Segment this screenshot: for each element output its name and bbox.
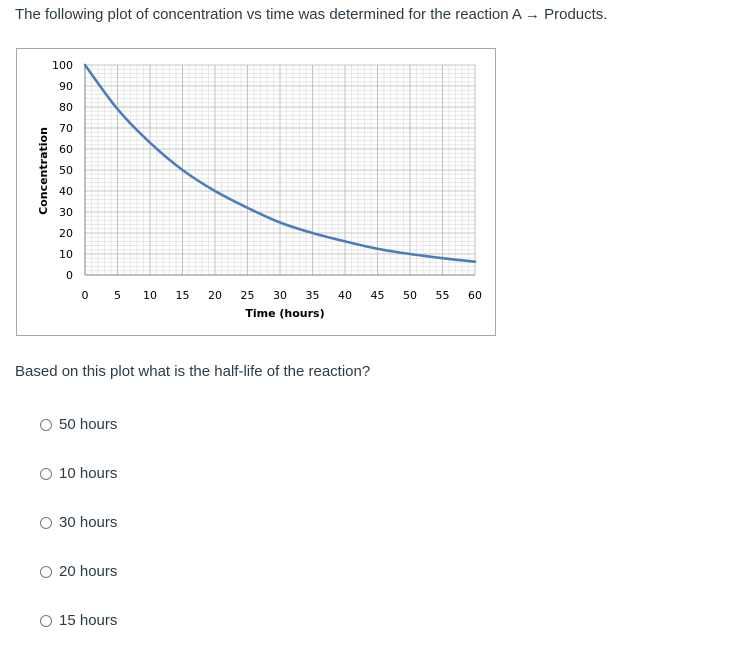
answer-option[interactable]: 10 hours [40, 465, 117, 482]
x-tick-label: 5 [114, 289, 121, 302]
y-tick-label: 60 [59, 143, 73, 156]
radio-button[interactable] [40, 614, 52, 627]
y-axis-label: Concentration [37, 127, 50, 215]
radio-button[interactable] [40, 418, 52, 431]
x-tick-label: 60 [468, 289, 482, 302]
x-tick-label: 45 [371, 289, 385, 302]
answer-option[interactable]: 20 hours [40, 563, 117, 580]
intro-text: The following plot of concentration vs t… [15, 6, 608, 23]
x-tick-label: 15 [176, 289, 190, 302]
radio-button[interactable] [40, 565, 52, 578]
x-tick-label: 10 [143, 289, 157, 302]
x-tick-label: 25 [241, 289, 255, 302]
y-tick-label: 50 [59, 164, 73, 177]
y-tick-label: 20 [59, 227, 73, 240]
x-tick-label: 0 [82, 289, 89, 302]
answer-option[interactable]: 30 hours [40, 514, 117, 531]
concentration-series-line [83, 63, 477, 264]
y-tick-label: 70 [59, 122, 73, 135]
radio-button[interactable] [40, 516, 52, 529]
option-label: 20 hours [59, 563, 118, 580]
option-label: 50 hours [59, 416, 118, 433]
y-tick-label: 100 [52, 59, 73, 72]
option-label: 15 hours [59, 612, 118, 629]
concentration-time-chart: 0 10 20 30 40 50 60 70 80 90 100 0 5 10 15 20 25 30 35 40 45… [16, 48, 496, 336]
answer-option[interactable]: 15 hours [40, 612, 117, 629]
y-tick-label: 40 [59, 185, 73, 198]
x-tick-label: 30 [273, 289, 287, 302]
radio-button[interactable] [40, 467, 52, 480]
question-text: Based on this plot what is the half-life… [15, 363, 371, 380]
y-tick-label: 30 [59, 206, 73, 219]
y-tick-label: 90 [59, 80, 73, 93]
x-tick-label: 55 [436, 289, 450, 302]
y-tick-label: 10 [59, 248, 73, 261]
answer-option[interactable]: 50 hours [40, 416, 117, 433]
chart-svg: 0 10 20 30 40 50 60 70 80 90 100 0 5 10 15 20 25 30 35 40 45… [37, 59, 482, 320]
y-tick-label: 0 [66, 269, 73, 282]
x-axis-label: Time (hours) [245, 307, 324, 320]
x-tick-label: 50 [403, 289, 417, 302]
y-tick-label: 80 [59, 101, 73, 114]
x-tick-label: 20 [208, 289, 222, 302]
option-label: 10 hours [59, 465, 118, 482]
x-tick-label: 35 [306, 289, 320, 302]
x-tick-label: 40 [338, 289, 352, 302]
option-label: 30 hours [59, 514, 118, 531]
